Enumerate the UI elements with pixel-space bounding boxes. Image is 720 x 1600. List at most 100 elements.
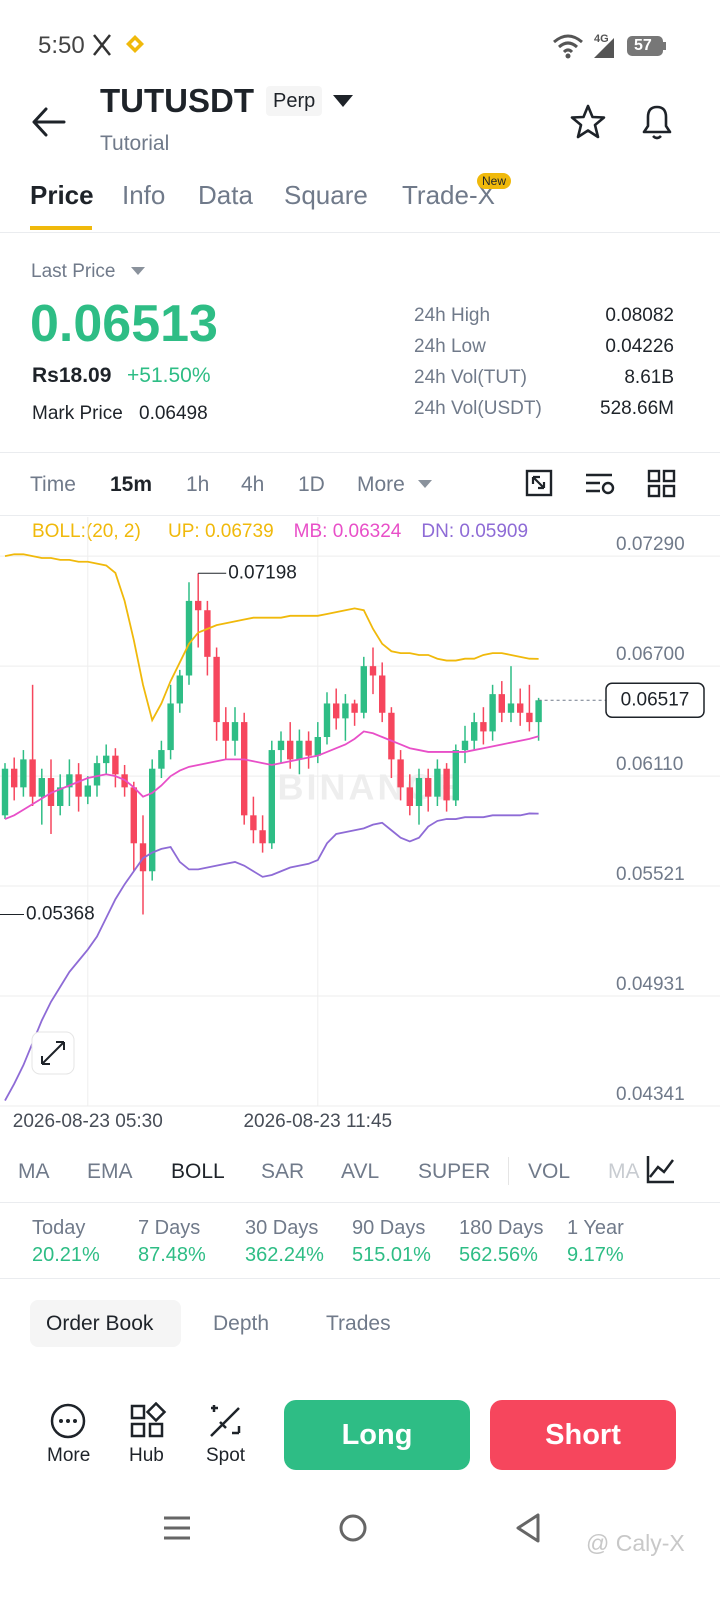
candle-body [277, 740, 285, 751]
candle-body [388, 712, 395, 760]
candle-body [84, 785, 91, 797]
dropdown-arrow[interactable] [131, 266, 145, 276]
x-tick-label: 2026-08-23 11:45 [243, 1111, 392, 1132]
candle-body [452, 750, 459, 801]
interval[interactable]: Time [30, 473, 76, 496]
interval[interactable]: 4h [241, 473, 265, 496]
navigation-bar [164, 1513, 540, 1543]
tab[interactable]: Data [198, 180, 253, 210]
divider [0, 515, 720, 516]
mark-price-label: Mark Price [32, 403, 123, 424]
indicator[interactable]: BOLL [171, 1160, 225, 1183]
long-button[interactable]: Long [284, 1400, 470, 1470]
short-button[interactable]: Short [490, 1400, 676, 1470]
boll-line [4, 812, 539, 1102]
candle-body [406, 787, 413, 806]
y-tick-label: 0.05521 [616, 864, 685, 885]
candle-body [38, 778, 45, 797]
stat-label: 24h Vol(USDT) [414, 398, 542, 419]
period-label: 180 Days [459, 1217, 544, 1239]
period-label: Today [32, 1217, 86, 1239]
interval[interactable]: 1D [298, 473, 325, 496]
candle-body [379, 675, 386, 713]
indicator[interactable]: MA [608, 1160, 640, 1183]
favorite-button[interactable] [570, 104, 606, 140]
action-label[interactable]: Spot [206, 1445, 246, 1466]
candle-body [250, 815, 257, 831]
period-label: 30 Days [245, 1217, 319, 1239]
current-price-label: 0.06517 [621, 689, 690, 710]
candle-body [287, 740, 294, 760]
candle-body [415, 778, 423, 806]
candle-body [167, 703, 174, 751]
candle-body [112, 755, 119, 775]
candle-body [11, 768, 18, 788]
book-tab[interactable]: Depth [213, 1312, 270, 1335]
new-badge: New [477, 173, 512, 189]
indicator-settings[interactable] [640, 1150, 680, 1190]
local-price: Rs18.09 [32, 364, 112, 387]
price-chart: BOLL:(20, 2) 0.07290 0.06700 0.06110 0.0552… [0, 517, 720, 1132]
network: 4G [594, 33, 609, 45]
candle-body [259, 830, 266, 844]
candle-body [507, 703, 515, 713]
interval[interactable]: 15m [110, 473, 153, 496]
stat-label: 24h Vol(TUT) [414, 367, 527, 388]
indicator[interactable]: EMA [87, 1160, 133, 1183]
candle-body [526, 712, 533, 723]
tab[interactable]: Info [122, 180, 166, 210]
candle-body [93, 763, 101, 786]
tab-pill [30, 1300, 181, 1347]
action-label[interactable]: Hub [129, 1445, 164, 1466]
candle-body [305, 740, 312, 756]
indicator[interactable]: MA [18, 1160, 50, 1183]
dropdown-arrow[interactable] [418, 479, 432, 489]
symbol-dropdown[interactable] [332, 94, 354, 108]
candle-body [158, 750, 165, 769]
action-label[interactable]: More [47, 1445, 91, 1466]
candle-body [20, 759, 27, 788]
indicator[interactable]: VOL [528, 1160, 571, 1183]
book-tab[interactable]: Trades [326, 1312, 391, 1335]
status-icons [93, 34, 144, 56]
indicator[interactable]: SAR [261, 1160, 305, 1183]
watermark: @ Caly-X [586, 1530, 685, 1556]
candle-body [443, 768, 450, 801]
stat-label: 24h High [414, 305, 491, 326]
low-label: 0.05368 [26, 904, 95, 925]
period-value: 562.56% [459, 1244, 538, 1266]
interval[interactable]: More [357, 473, 405, 496]
stat-label: 24h Low [414, 336, 486, 357]
expand-button[interactable] [31, 1031, 75, 1075]
candle-body [314, 737, 321, 756]
indicator[interactable]: AVL [341, 1160, 380, 1183]
symbol: TUTUSDT [100, 82, 254, 119]
tab-indicator [30, 226, 92, 230]
stat-value: 528.66M [600, 398, 674, 419]
subtitle: Tutorial [100, 132, 170, 155]
chart-tools[interactable] [524, 467, 684, 501]
candle-body [29, 759, 36, 797]
candle-body [241, 722, 248, 816]
candle-body [489, 694, 496, 732]
divider [0, 1202, 720, 1203]
tab[interactable]: Price [30, 180, 94, 210]
indicator[interactable]: SUPER [418, 1160, 491, 1183]
back-button[interactable] [30, 104, 70, 140]
tab[interactable]: Square [284, 180, 368, 210]
candle-body [397, 759, 404, 788]
period-value: 9.17% [567, 1244, 624, 1266]
alert-button[interactable] [638, 102, 676, 142]
y-tick-label: 0.06700 [616, 644, 685, 665]
candle-body [268, 750, 275, 844]
book-tab[interactable]: Order Book [46, 1312, 154, 1335]
x-tick-label: 2026-08-23 05:30 [13, 1111, 163, 1132]
candle-body [323, 703, 331, 738]
boll-line [4, 730, 539, 820]
interval[interactable]: 1h [186, 473, 210, 496]
y-tick-label: 0.07290 [616, 534, 685, 555]
candle-body [351, 703, 358, 713]
candle-body [195, 600, 202, 611]
period-value: 20.21% [32, 1244, 100, 1266]
